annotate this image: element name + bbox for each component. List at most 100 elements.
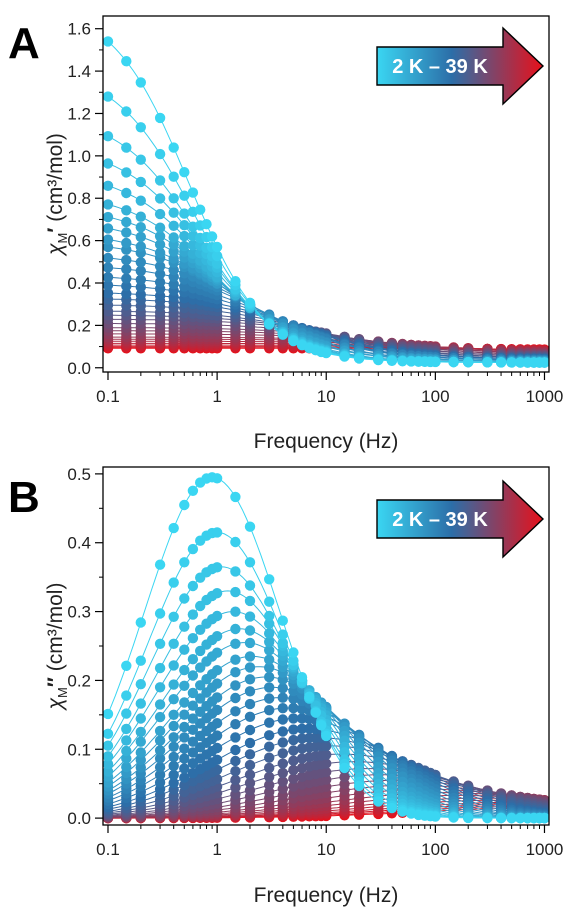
data-point	[179, 763, 190, 774]
data-point	[277, 629, 288, 640]
data-point	[187, 670, 199, 681]
data-point	[135, 736, 146, 747]
data-point	[321, 730, 332, 742]
data-point	[244, 769, 256, 780]
data-point	[230, 719, 241, 730]
data-point	[244, 724, 256, 736]
data-point	[244, 698, 256, 710]
data-point	[179, 697, 190, 708]
y-tick-label: 0.2	[67, 316, 91, 335]
data-point	[244, 785, 256, 796]
data-point	[154, 608, 166, 619]
data-point	[353, 780, 365, 792]
data-point	[121, 761, 132, 773]
data-point	[135, 713, 146, 724]
data-point	[506, 812, 517, 824]
data-point	[288, 724, 299, 735]
data-point	[244, 674, 256, 685]
data-point	[187, 609, 199, 620]
data-point	[230, 755, 241, 767]
data-point	[179, 208, 190, 219]
data-point	[121, 273, 132, 284]
data-point	[230, 623, 241, 635]
data-point	[288, 734, 299, 746]
data-point	[135, 655, 146, 666]
data-point	[187, 187, 199, 198]
data-point	[482, 812, 493, 824]
data-point	[154, 745, 166, 756]
data-point	[168, 638, 179, 649]
data-point	[187, 687, 199, 699]
data-point	[121, 205, 132, 216]
data-point	[154, 711, 166, 723]
data-point	[448, 356, 459, 368]
data-point	[121, 106, 132, 117]
data-point	[264, 730, 275, 741]
data-point	[154, 148, 166, 160]
data-point	[264, 752, 275, 763]
data-point	[168, 709, 179, 720]
panel-a: A 0.1 1 10 100 1000 0.0 0.2 0.4 0.6 0.8 1.0 1.2 1.4 1…	[8, 15, 563, 453]
data-point	[230, 536, 241, 548]
data-point	[179, 593, 190, 604]
data-point	[339, 747, 350, 758]
data-point	[244, 749, 256, 760]
data-point	[187, 700, 199, 711]
data-point	[168, 193, 179, 204]
data-point	[321, 347, 332, 359]
data-point	[179, 240, 190, 252]
data-point	[135, 289, 146, 300]
data-point	[277, 783, 288, 794]
y-tick-label: 0.0	[67, 359, 91, 378]
data-point	[264, 762, 275, 774]
data-point	[154, 261, 166, 272]
data-point	[515, 812, 526, 824]
data-point	[168, 142, 179, 153]
data-point	[515, 357, 526, 368]
data-point	[264, 610, 275, 622]
panel-b-ylabel-unit: (cm³/mol)	[44, 583, 67, 677]
data-point	[168, 760, 179, 772]
data-point	[135, 265, 146, 277]
data-point	[154, 753, 166, 764]
data-point	[179, 621, 190, 632]
data-point	[264, 771, 275, 783]
data-point	[211, 527, 223, 538]
data-point	[121, 237, 132, 249]
data-point	[154, 175, 166, 186]
data-point	[321, 758, 332, 769]
data-point	[288, 655, 299, 666]
data-point	[288, 713, 299, 724]
data-point	[103, 241, 114, 253]
data-point	[154, 769, 166, 781]
data-point	[321, 740, 332, 752]
data-point	[135, 698, 146, 709]
data-point	[168, 751, 179, 763]
data-point	[244, 686, 256, 697]
data-point	[179, 753, 190, 764]
y-tick-label: 0.6	[67, 232, 91, 251]
panel-letter-a: A	[8, 19, 40, 68]
data-point	[135, 77, 146, 88]
data-point	[121, 264, 132, 275]
y-tick-label: 1.6	[67, 20, 91, 39]
data-point	[264, 682, 275, 693]
data-point	[187, 543, 199, 555]
data-point	[195, 204, 206, 215]
data-point	[230, 680, 241, 691]
data-point	[195, 645, 206, 657]
data-point	[154, 247, 166, 258]
data-point	[264, 574, 275, 585]
data-point	[121, 735, 132, 746]
data-point	[187, 724, 199, 735]
data-point	[121, 723, 132, 735]
data-point	[187, 736, 199, 747]
data-point	[121, 254, 132, 266]
data-point	[264, 596, 275, 607]
data-point	[121, 288, 132, 299]
data-point	[244, 580, 256, 591]
data-point	[135, 747, 146, 758]
data-point	[154, 268, 166, 280]
data-point	[135, 154, 146, 165]
data-point	[277, 758, 288, 769]
